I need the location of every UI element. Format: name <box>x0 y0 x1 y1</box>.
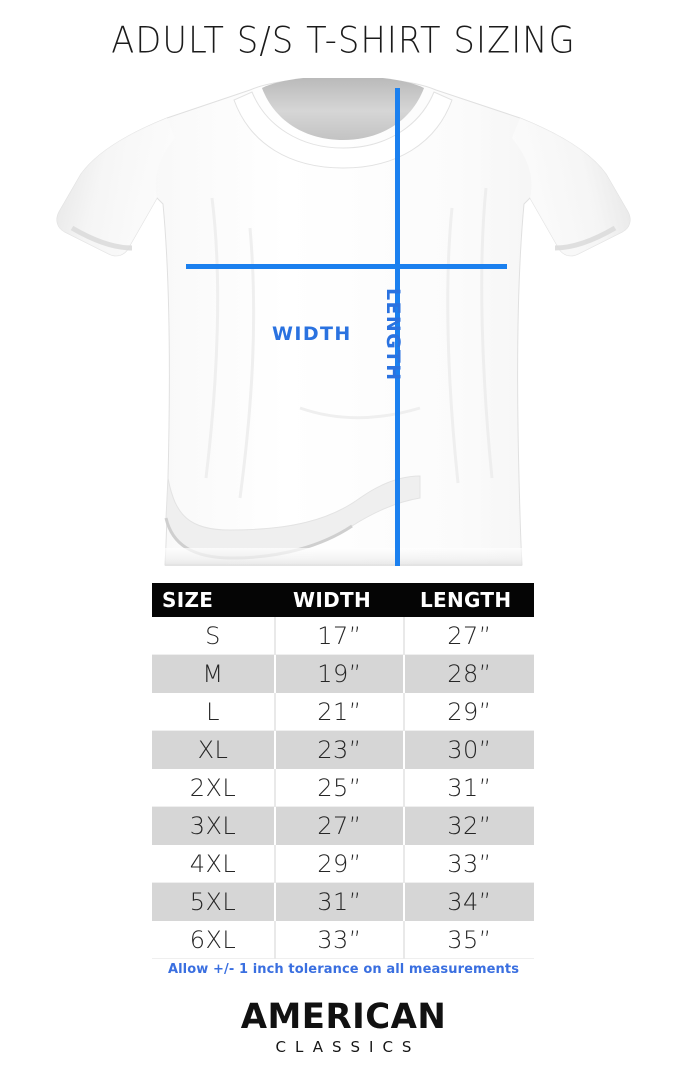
cell-width: 27” <box>275 806 405 845</box>
tshirt-sleeve-right <box>512 118 630 256</box>
brand-name: AMERICAN <box>240 997 447 1037</box>
cell-size: S <box>152 617 276 655</box>
table-row: 6XL 33” 35” <box>152 920 534 959</box>
cell-width: 23” <box>275 730 405 769</box>
cell-size: 2XL <box>152 768 276 807</box>
cell-size: 6XL <box>152 920 276 959</box>
cell-size: M <box>152 654 276 693</box>
column-header-size: SIZE <box>152 583 275 617</box>
width-label: WIDTH <box>272 323 352 345</box>
tshirt-cuff-left <box>70 225 133 251</box>
length-guide-line <box>395 88 400 566</box>
cell-width: 33” <box>275 920 405 959</box>
tshirt-bottom-hem <box>165 548 522 566</box>
cell-width: 31” <box>275 882 405 921</box>
table-header-row: SIZE WIDTH LENGTH <box>152 583 534 617</box>
table-row: 3XL 27” 32” <box>152 806 534 845</box>
table-row: S 17” 27” <box>152 617 534 655</box>
cell-length: 33” <box>404 844 534 883</box>
column-header-width: WIDTH <box>275 583 404 617</box>
length-label: LENGTH <box>382 288 404 382</box>
cell-length: 35” <box>404 920 534 959</box>
cell-length: 34” <box>404 882 534 921</box>
cell-length: 27” <box>404 617 534 655</box>
cell-size: L <box>152 692 276 731</box>
cell-size: 3XL <box>152 806 276 845</box>
table-header: SIZE WIDTH LENGTH <box>152 583 534 617</box>
tshirt-illustration <box>56 78 631 566</box>
cell-length: 30” <box>404 730 534 769</box>
cell-length: 31” <box>404 768 534 807</box>
table-row: 4XL 29” 33” <box>152 844 534 883</box>
cell-size: 4XL <box>152 844 276 883</box>
cell-width: 29” <box>275 844 405 883</box>
cell-width: 25” <box>275 768 405 807</box>
tolerance-note: Allow +/- 1 inch tolerance on all measur… <box>167 962 520 977</box>
cell-length: 28” <box>404 654 534 693</box>
cell-size: XL <box>152 730 276 769</box>
table-row: XL 23” 30” <box>152 730 534 769</box>
cell-size: 5XL <box>152 882 276 921</box>
table-row: 5XL 31” 34” <box>152 882 534 921</box>
table-row: L 21” 29” <box>152 692 534 731</box>
page-title: ADULT S/S T-SHIRT SIZING <box>111 20 576 62</box>
size-chart-table-container: SIZE WIDTH LENGTH S 17” 27” M 19” 28” L … <box>152 583 534 959</box>
tshirt-sleeve-left <box>57 118 175 256</box>
cell-length: 32” <box>404 806 534 845</box>
brand-logo: AMERICAN CLASSICS <box>0 998 687 1058</box>
tshirt-fabric-folds <box>204 187 494 499</box>
tshirt-cuff-right <box>554 225 617 251</box>
width-guide-line <box>186 264 507 269</box>
cell-width: 17” <box>275 617 405 655</box>
cell-length: 29” <box>404 692 534 731</box>
brand-tagline: CLASSICS <box>275 1038 421 1056</box>
table-row: 2XL 25” 31” <box>152 768 534 807</box>
cell-width: 19” <box>275 654 405 693</box>
size-chart-table: SIZE WIDTH LENGTH S 17” 27” M 19” 28” L … <box>152 583 534 959</box>
tshirt-diagram: WIDTH LENGTH <box>0 78 687 578</box>
column-header-length: LENGTH <box>404 583 534 617</box>
tshirt-neck-opening <box>262 78 424 140</box>
cell-width: 21” <box>275 692 405 731</box>
table-body: S 17” 27” M 19” 28” L 21” 29” XL 23” 30”… <box>152 617 534 959</box>
table-row: M 19” 28” <box>152 654 534 693</box>
